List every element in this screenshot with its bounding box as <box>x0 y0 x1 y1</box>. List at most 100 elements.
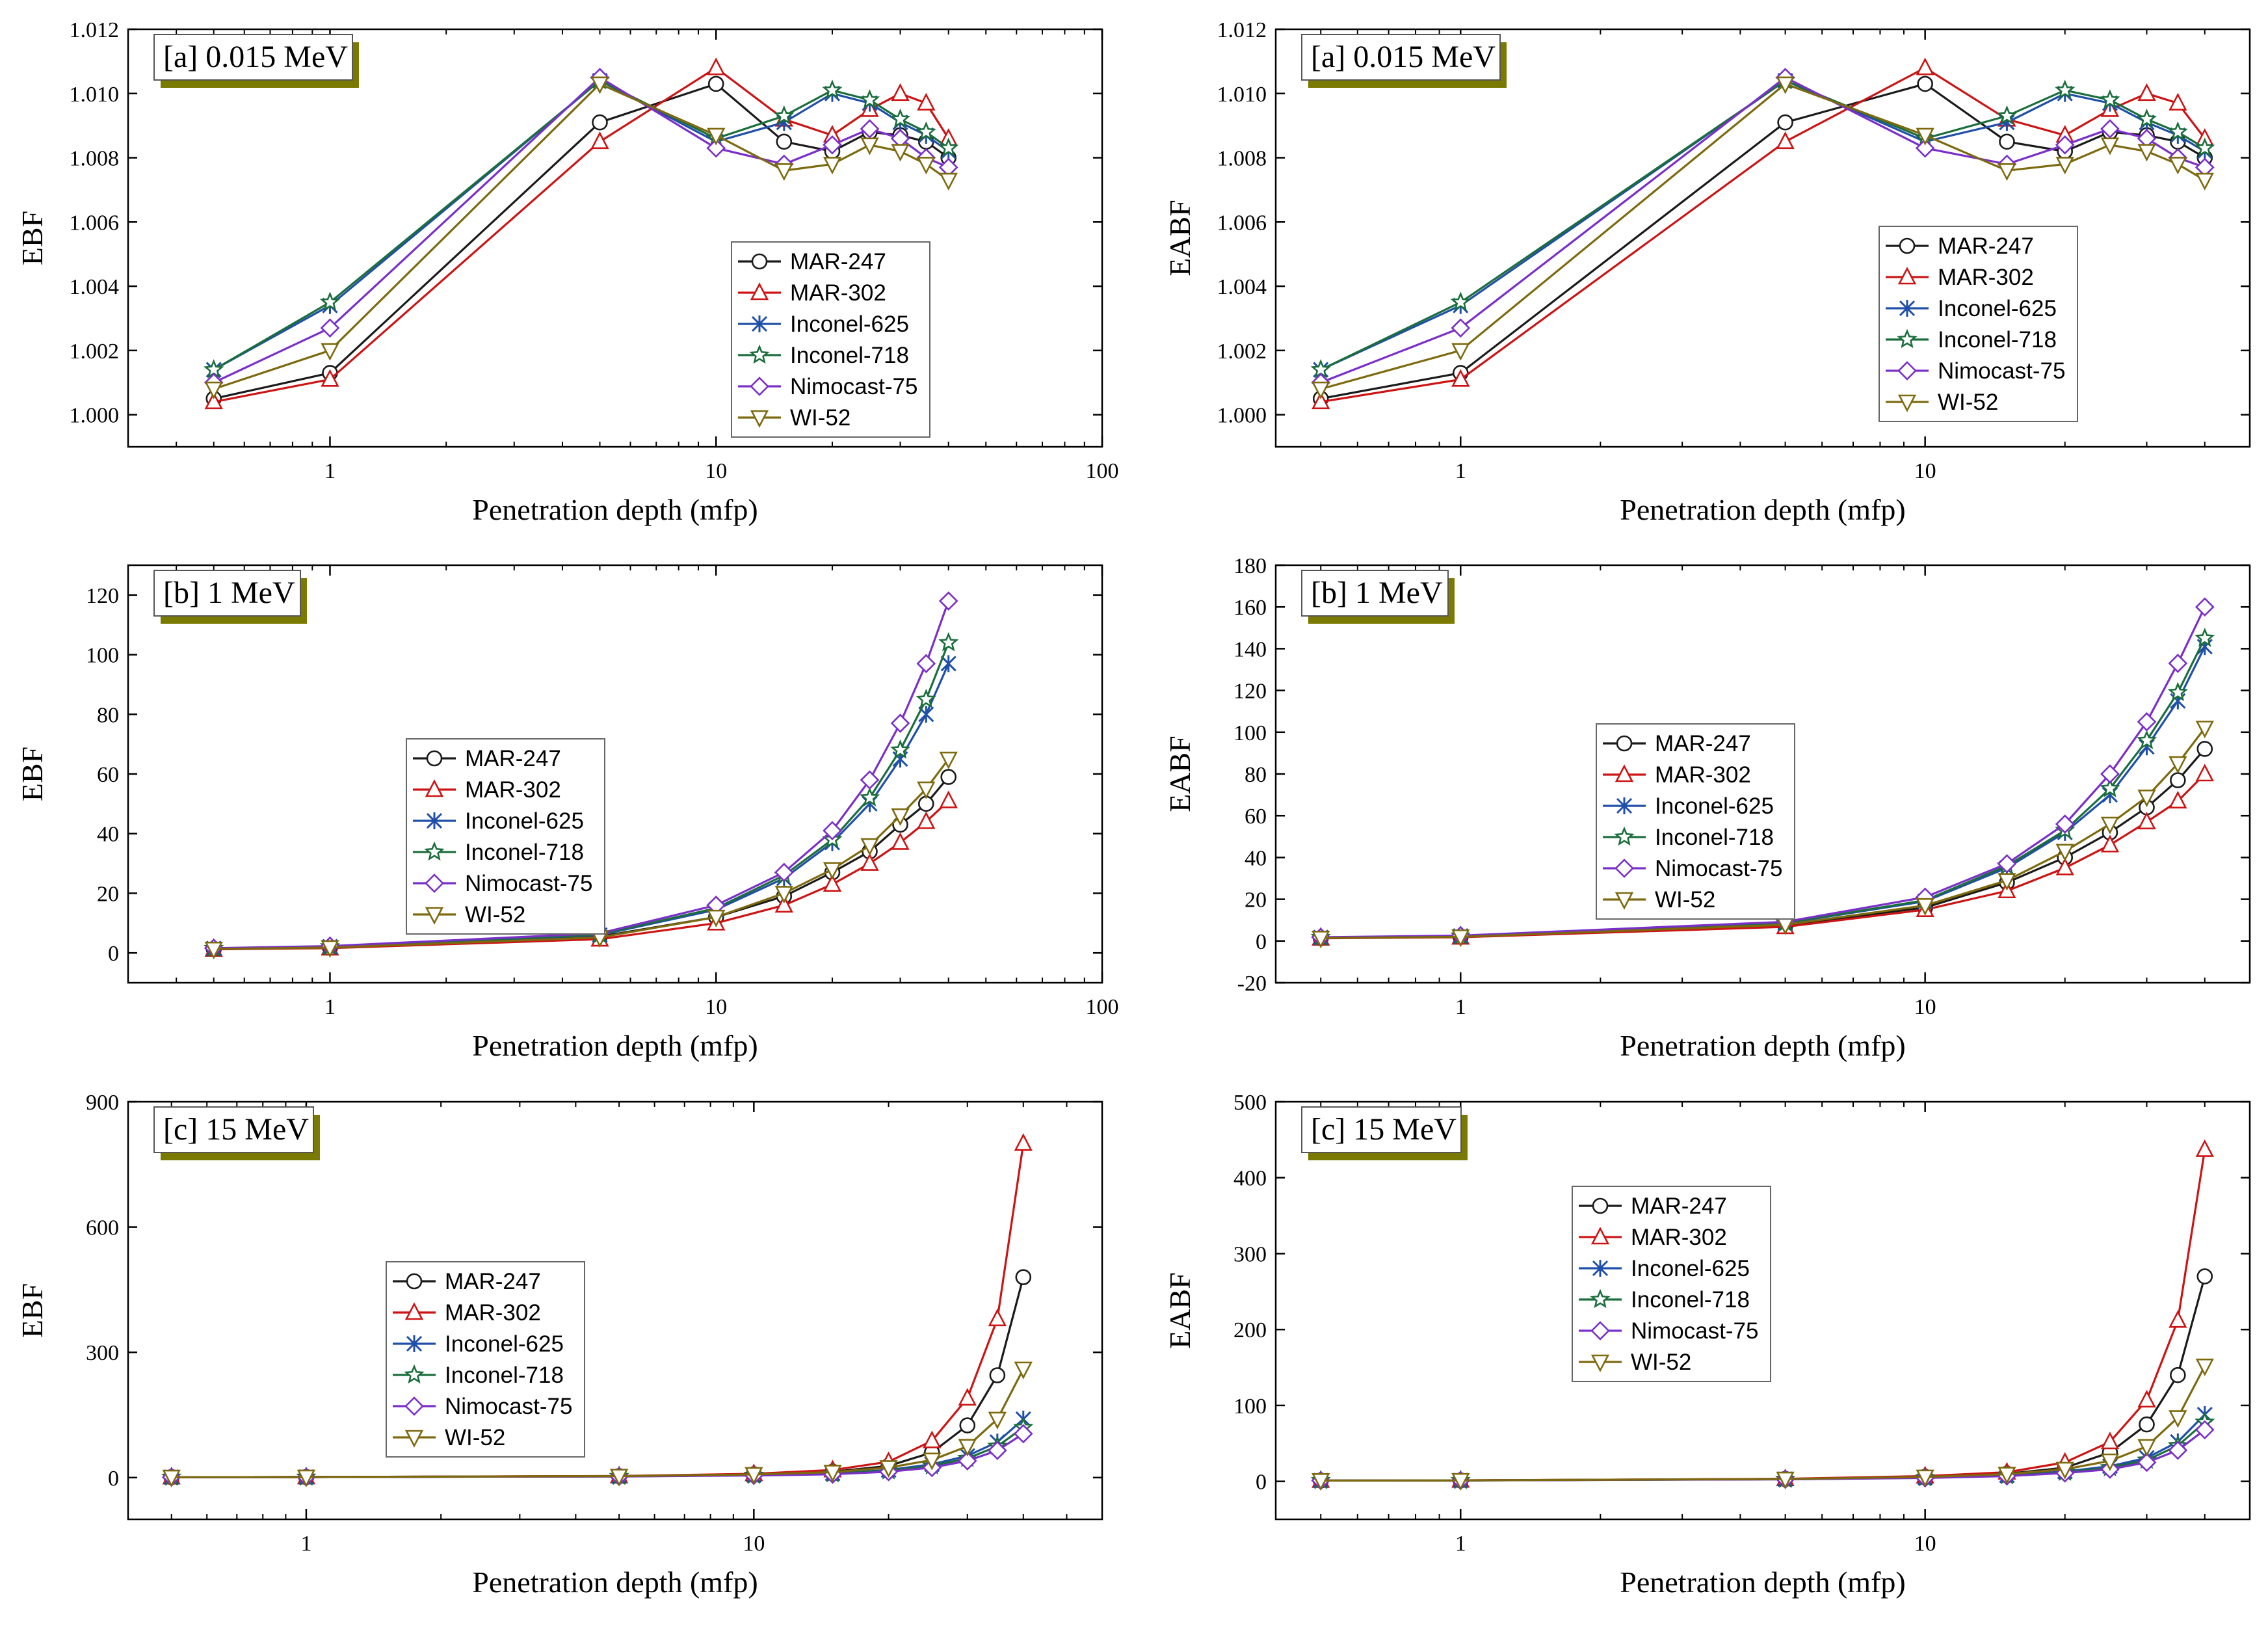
data-point <box>1451 318 1471 338</box>
legend-label: Inconel-625 <box>1631 1256 1750 1281</box>
data-point <box>2195 628 2215 647</box>
legend-label: WI-52 <box>465 902 525 927</box>
legend-label: Nimocast-75 <box>1655 856 1782 881</box>
y-tick-label: 20 <box>1245 888 1267 913</box>
chart-panel-a-eabf: 1.000 1.002 1.004 1.006 1.008 1.010 1.012 1 10 Pe… <box>1163 18 2251 526</box>
data-point <box>859 787 880 806</box>
series-line <box>213 83 949 400</box>
data-point <box>2195 1139 2214 1157</box>
data-point <box>297 1469 316 1487</box>
legend-swatch-marker <box>749 344 770 364</box>
x-tick-label: 10 <box>743 1532 765 1556</box>
legend-label: MAR-302 <box>465 777 561 803</box>
y-tick-label: 400 <box>1233 1167 1267 1191</box>
data-point <box>204 381 223 399</box>
chart-panel-a-ebf: 1.000 1.002 1.004 1.006 1.008 1.010 1.012 1 10 10… <box>16 18 1119 526</box>
data-point <box>774 105 795 125</box>
legend: MAR-247 MAR-302 Inconel-625 Inconel-718 Nimo… <box>731 241 930 438</box>
data-point <box>1916 127 1934 146</box>
chart-panel-b-eabf: -20 0 20 40 60 80 100 120 140 160 180 1 10 Penetratio… <box>1163 554 2251 1062</box>
data-point <box>1916 1469 1934 1487</box>
data-point <box>774 886 793 904</box>
data-point <box>2055 157 2074 175</box>
series-Inconel-718 <box>1310 1411 2215 1489</box>
data-point <box>879 1460 898 1478</box>
y-tick-label: 0 <box>1256 1471 1267 1495</box>
data-point <box>2137 144 2156 162</box>
data-point <box>938 591 958 611</box>
legend-label: Inconel-718 <box>790 343 909 368</box>
data-point <box>2169 92 2187 111</box>
series-line <box>1321 773 2206 940</box>
data-point <box>1776 1471 1795 1489</box>
data-point <box>1312 931 1330 949</box>
data-point <box>2195 137 2215 157</box>
y-tick-label: -20 <box>1237 972 1267 996</box>
data-point <box>321 369 339 387</box>
legend-label: MAR-302 <box>1938 265 2034 290</box>
y-tick-label: 1.006 <box>1217 211 1267 235</box>
data-point <box>822 79 843 100</box>
legend-swatch-marker <box>751 315 768 332</box>
legend-swatch-marker <box>1590 1288 1611 1309</box>
data-point <box>917 157 936 175</box>
y-tick-label: 80 <box>1245 763 1267 787</box>
x-axis-title: Penetration depth (mfp) <box>472 1029 758 1062</box>
data-point <box>2100 764 2120 784</box>
data-point <box>2195 721 2214 739</box>
panel-tag-box <box>153 34 353 81</box>
y-tick-label: 0 <box>1256 930 1267 954</box>
data-point <box>2055 1461 2074 1480</box>
y-tick-label: 60 <box>1245 805 1267 829</box>
y-tick-label: 0 <box>108 942 119 966</box>
data-point <box>1996 105 2018 125</box>
y-tick-label: 300 <box>1233 1242 1267 1266</box>
data-point <box>2137 83 2156 101</box>
legend-label: Inconel-625 <box>790 312 909 337</box>
legend-swatch-marker <box>1897 394 1917 412</box>
data-point <box>1451 343 1470 361</box>
series-line <box>213 600 950 950</box>
legend-swatch-marker <box>1615 892 1634 910</box>
data-point <box>2167 682 2188 702</box>
data-point <box>2196 741 2213 757</box>
data-point <box>2055 844 2074 862</box>
series-line <box>213 79 949 371</box>
series-line <box>1320 66 2206 403</box>
legend-swatch-marker <box>1590 1354 1610 1372</box>
data-point <box>823 157 842 175</box>
x-tick-label: 1 <box>1455 459 1466 483</box>
x-tick-label: 1 <box>300 1532 311 1556</box>
data-point <box>707 75 724 92</box>
legend-swatch-marker <box>1616 797 1633 814</box>
series-WI-52 <box>204 751 958 959</box>
data-point <box>2137 1389 2156 1408</box>
y-tick-label: 500 <box>1233 1091 1267 1115</box>
data-point <box>938 137 959 157</box>
panel-tag-box <box>1301 570 1449 617</box>
data-point <box>1998 873 2016 891</box>
y-axis-title: EBF <box>16 1283 49 1338</box>
legend-swatch-marker <box>750 377 769 396</box>
legend-swatch-marker <box>404 1396 424 1416</box>
data-point <box>860 770 880 790</box>
data-point <box>2055 135 2075 155</box>
y-tick-label: 40 <box>97 823 119 847</box>
data-point <box>1312 392 1330 410</box>
data-point <box>2100 89 2120 109</box>
legend-label: MAR-247 <box>790 249 886 274</box>
legend-swatch-marker <box>1899 237 1916 254</box>
data-point <box>988 1441 1007 1460</box>
x-tick-label: 100 <box>1086 995 1119 1019</box>
panel-title: [b] 1 MeV <box>1311 576 1443 610</box>
data-point <box>1776 76 1795 94</box>
data-point <box>823 862 842 880</box>
y-tick-label: 1.006 <box>70 211 120 235</box>
data-point <box>917 781 936 799</box>
legend-label: Inconel-718 <box>1655 825 1774 850</box>
data-point <box>957 1451 977 1471</box>
data-point <box>1014 1361 1033 1379</box>
data-point <box>590 76 609 94</box>
data-point <box>2196 1268 2213 1285</box>
legend-swatch-marker <box>1590 1321 1610 1340</box>
